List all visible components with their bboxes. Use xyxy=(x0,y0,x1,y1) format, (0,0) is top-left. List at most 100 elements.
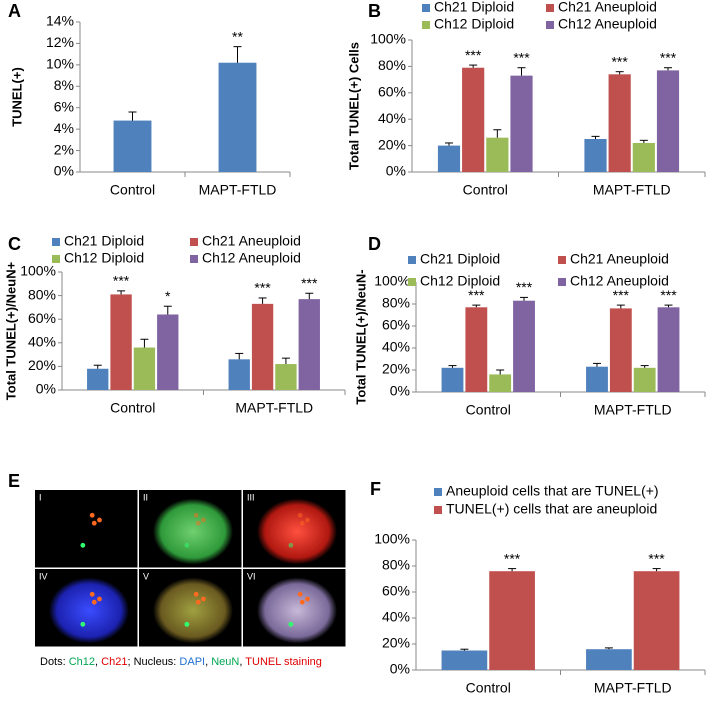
bar xyxy=(298,299,320,390)
bar xyxy=(441,367,464,392)
bar xyxy=(228,359,250,390)
error-bar xyxy=(305,292,314,300)
error-bar xyxy=(163,305,172,315)
legend-label: Ch21 Diploid xyxy=(420,251,500,267)
fish-dot xyxy=(91,520,97,526)
error-bar xyxy=(616,304,625,309)
bar xyxy=(489,374,512,392)
fish-dot xyxy=(297,591,303,597)
caption-part: Ch12 xyxy=(69,656,95,668)
error-bar xyxy=(508,568,517,572)
bar xyxy=(584,139,607,172)
y-tick-label: 20% xyxy=(382,361,410,377)
y-tick-label: 14% xyxy=(46,13,74,29)
bar xyxy=(113,120,152,172)
error-bar xyxy=(640,365,649,368)
panel-letter: E xyxy=(8,471,20,491)
y-tick-label: 80% xyxy=(28,286,56,302)
y-tick-label: 60% xyxy=(382,583,410,599)
legend-swatch xyxy=(422,21,430,29)
fish-dot xyxy=(195,599,201,605)
fish-dot xyxy=(89,512,95,518)
x-tick-label: MAPT-FTLD xyxy=(594,680,672,696)
y-tick-label: 20% xyxy=(28,357,56,373)
legend-label: Ch12 Aneuploid xyxy=(570,273,669,289)
panel-letter: A xyxy=(8,1,21,21)
legend-swatch xyxy=(558,256,566,264)
nucleus xyxy=(257,577,337,644)
y-tick-label: 80% xyxy=(382,557,410,573)
caption-part: Dots: xyxy=(40,656,69,668)
legend-label: TUNEL(+) cells that are aneuploid xyxy=(446,501,657,517)
nucleus xyxy=(49,577,129,644)
y-tick-label: 40% xyxy=(28,334,56,350)
nucleus xyxy=(257,498,337,565)
x-tick-label: MAPT-FTLD xyxy=(199,182,277,198)
nucleus xyxy=(153,498,233,565)
legend-label: Ch21 Aneuploid xyxy=(558,0,657,15)
significance: *** xyxy=(660,49,677,65)
fish-dot xyxy=(201,596,206,602)
legend-label: Ch21 Diploid xyxy=(434,0,514,15)
y-tick-label: 12% xyxy=(46,34,74,50)
error-bar xyxy=(281,357,290,365)
error-bar xyxy=(258,297,267,304)
bar xyxy=(510,75,533,172)
legend-label: Ch12 Diploid xyxy=(434,16,514,32)
y-tick-label: 80% xyxy=(382,295,410,311)
significance: *** xyxy=(504,550,521,566)
caption: Dots: Ch12, Ch21; Nucleus: DAPI, NeuN, T… xyxy=(40,656,322,668)
y-tick-label: 40% xyxy=(378,110,406,126)
caption-part: DAPI xyxy=(179,656,205,668)
y-tick-label: 10% xyxy=(46,56,74,72)
x-tick-label: Control xyxy=(110,400,155,416)
significance: * xyxy=(165,288,171,304)
legend-swatch xyxy=(434,488,442,496)
fish-dot xyxy=(288,542,294,548)
legend-label: Ch12 Diploid xyxy=(420,273,500,289)
caption-part: ; Nucleus: xyxy=(127,656,179,668)
micrograph xyxy=(35,490,138,568)
significance: *** xyxy=(611,53,628,69)
error-bar xyxy=(140,338,149,348)
bar xyxy=(465,307,488,392)
legend-swatch xyxy=(558,278,566,286)
significance: *** xyxy=(613,287,630,303)
fish-dot xyxy=(299,599,305,605)
fish-dot xyxy=(193,512,199,518)
bar xyxy=(133,347,156,390)
x-tick-label: MAPT-FTLD xyxy=(235,400,313,416)
error-bar xyxy=(639,139,648,143)
x-tick-label: MAPT-FTLD xyxy=(593,182,671,198)
caption-part: , xyxy=(239,656,245,668)
caption-part: , xyxy=(205,656,211,668)
panel-label: VI xyxy=(247,571,256,581)
x-tick-label: Control xyxy=(110,182,155,198)
y-tick-label: 40% xyxy=(382,609,410,625)
error-bar xyxy=(117,290,126,295)
panel-label: III xyxy=(247,492,255,502)
fish-dot xyxy=(201,517,206,523)
y-tick-label: 4% xyxy=(54,120,74,136)
fish-dot xyxy=(184,542,190,548)
fish-dot xyxy=(299,520,305,526)
nucleus xyxy=(153,577,233,644)
fish-dot xyxy=(297,512,303,518)
bar xyxy=(87,368,109,390)
y-tick-label: 60% xyxy=(382,317,410,333)
caption-part: Ch21 xyxy=(101,656,127,668)
y-tick-label: 100% xyxy=(370,31,406,47)
fish-dot xyxy=(305,517,310,523)
fish-dot xyxy=(288,621,294,627)
y-tick-label: 60% xyxy=(378,84,406,100)
y-axis-label: TUNEL(+) xyxy=(9,67,24,127)
bar xyxy=(633,571,680,670)
caption-part: , xyxy=(95,656,101,668)
y-tick-label: 60% xyxy=(28,310,56,326)
error-bar xyxy=(592,362,601,367)
bar xyxy=(251,303,274,390)
fish-dot xyxy=(97,596,102,602)
y-tick-label: 80% xyxy=(378,57,406,73)
panel-label: IV xyxy=(39,571,48,581)
